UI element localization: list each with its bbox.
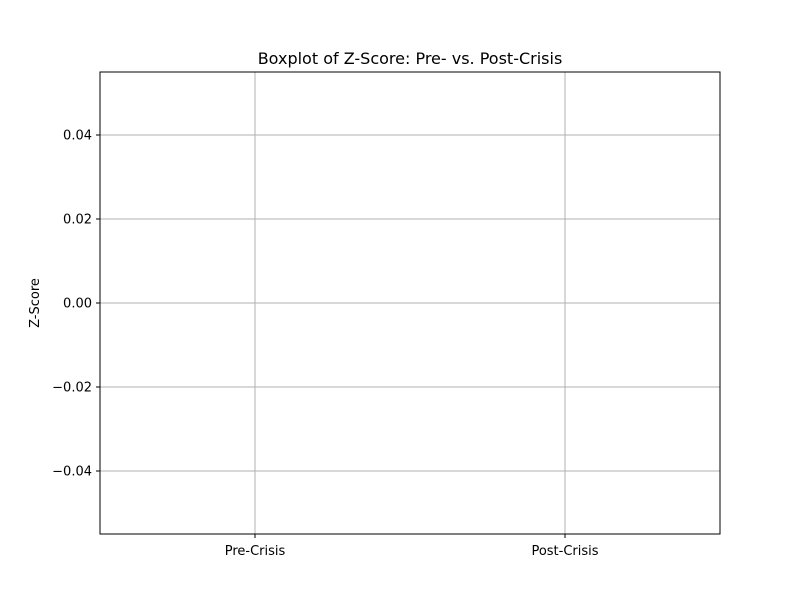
y-tick-label: 0.02 [63,213,92,228]
x-tick-label: Pre-Crisis [225,544,286,559]
x-tick-label: Post-Crisis [531,544,598,559]
y-tick-label: 0.00 [63,297,92,312]
ticks-layer: −0.04 −0.02 0.00 0.02 0.04 Pre-Crisis Post-Cri… [52,129,599,560]
y-tick-label: −0.02 [52,381,92,396]
grid-layer [100,72,720,534]
y-axis-label: Z-Score [28,278,43,328]
y-tick-label: 0.04 [63,129,92,144]
chart-title: Boxplot of Z-Score: Pre- vs. Post-Crisis [258,49,563,68]
y-tick-label: −0.04 [52,465,92,480]
